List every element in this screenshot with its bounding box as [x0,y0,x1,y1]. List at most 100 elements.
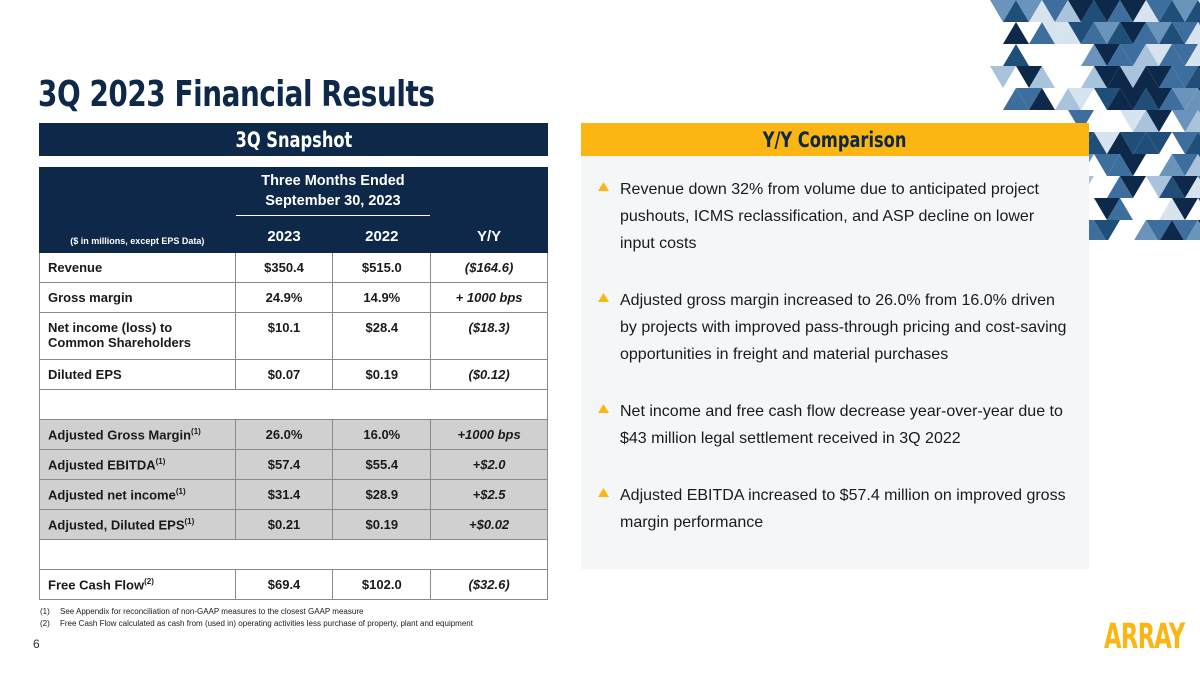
decorative-triangle [1055,22,1081,44]
page-title: 3Q 2023 Financial Results [38,74,435,115]
row-label: Net income (loss) to Common Shareholders [39,312,236,360]
decorative-triangle [1055,88,1081,110]
decorative-triangle [1172,0,1198,22]
decorative-triangle [1186,220,1200,240]
triangle-bullet-icon [598,482,620,497]
decorative-triangle [1081,44,1107,66]
decorative-triangle [1185,22,1200,44]
column-header-2023: 2023 [234,219,334,253]
decorative-triangle [1055,0,1081,22]
decorative-triangle [1120,132,1146,154]
row-value-2022: 14.9% [332,282,432,313]
decorative-triangle [1172,198,1198,220]
decorative-triangle [1133,22,1159,44]
spacer-row [39,389,548,420]
decorative-triangle [1172,22,1198,44]
decorative-triangle [1120,22,1146,44]
decorative-triangle [1042,0,1068,22]
row-value-yy: ($0.12) [430,359,548,390]
decorative-triangle [1068,88,1094,110]
decorative-triangle [1146,110,1172,132]
table-row: Adjusted Gross Margin(1) 26.0% 16.0% +10… [39,419,548,450]
row-label: Revenue [39,252,236,283]
table-row: Revenue $350.4 $515.0 ($164.6) [39,252,548,283]
row-value-2022: $28.4 [332,312,432,360]
footnotes: (1) See Appendix for reconciliation of no… [40,606,473,630]
table-row: Adjusted net income(1) $31.4 $28.9 +$2.5 [39,479,548,510]
decorative-triangle [1029,88,1055,110]
row-value-2023: $0.07 [234,359,334,390]
decorative-triangle [1185,66,1200,88]
row-value-2023: 26.0% [234,419,334,450]
decorative-triangle [1185,44,1200,66]
decorative-triangle [1185,88,1200,110]
decorative-triangle [990,66,1016,88]
units-note: ($ in millions, except EPS Data) [39,219,236,253]
decorative-triangle [1120,154,1146,176]
decorative-triangle [1133,132,1159,154]
decorative-triangle [1107,44,1133,66]
decorative-triangle [1029,22,1055,44]
comparison-header-label: Y/Y Comparison [763,127,907,152]
page-number: 6 [33,637,40,651]
period-label-line1: Three Months Ended [261,173,405,189]
row-value-2022: $102.0 [332,569,432,600]
row-label: Gross margin [39,282,236,313]
decorative-triangle [1120,88,1146,110]
decorative-triangle [1094,88,1120,110]
decorative-triangle [1120,176,1146,198]
decorative-triangle [1094,22,1120,44]
comparison-header: Y/Y Comparison [581,123,1089,156]
decorative-triangle [1094,44,1120,66]
list-item: Net income and free cash flow decrease y… [598,398,1071,452]
row-value-2022: $0.19 [332,359,432,390]
table-row: Diluted EPS $0.07 $0.19 ($0.12) [39,359,548,390]
footnote: (2) Free Cash Flow calculated as cash fro… [40,619,473,628]
decorative-triangle [1107,198,1133,220]
row-label: Adjusted net income(1) [39,479,236,510]
bullet-text: Revenue down 32% from volume due to anti… [620,181,1039,252]
decorative-triangle [1016,88,1042,110]
decorative-triangle [1172,220,1198,240]
row-value-2022: 16.0% [332,419,432,450]
row-value-yy: +$0.02 [430,509,548,540]
decorative-triangle [1094,220,1120,240]
decorative-triangle [1081,22,1107,44]
decorative-triangle [1159,66,1185,88]
row-value-yy: +$2.5 [430,479,548,510]
decorative-triangle [1159,22,1185,44]
decorative-triangle [1159,0,1185,22]
decorative-triangle [1107,22,1133,44]
table-row: Adjusted EBITDA(1) $57.4 $55.4 +$2.0 [39,449,548,480]
decorative-triangle [1172,176,1198,198]
row-value-2023: $31.4 [234,479,334,510]
row-value-yy: ($18.3) [430,312,548,360]
decorative-triangle [1081,0,1107,22]
row-value-2023: $350.4 [234,252,334,283]
decorative-triangle [990,0,1016,22]
decorative-triangle [1081,66,1107,88]
row-value-2022: $515.0 [332,252,432,283]
bullet-text: Adjusted gross margin increased to 26.0%… [620,292,1067,363]
list-item: Adjusted EBITDA increased to $57.4 milli… [598,482,1071,536]
decorative-triangle [1029,66,1055,88]
array-logo: ARRAY [1104,617,1185,657]
row-value-2023: $57.4 [234,449,334,480]
decorative-triangle [1107,88,1133,110]
table-row: Free Cash Flow(2) $69.4 $102.0 ($32.6) [39,569,548,600]
decorative-triangle [1146,88,1172,110]
decorative-triangle [1042,22,1068,44]
row-value-2022: $55.4 [332,449,432,480]
row-value-yy: ($164.6) [430,252,548,283]
decorative-triangle [1159,44,1185,66]
row-value-2023: $0.21 [234,509,334,540]
decorative-triangle [1172,44,1198,66]
decorative-triangle [1133,110,1159,132]
spacer-row [39,539,548,570]
decorative-triangle [1185,0,1200,22]
row-label: Diluted EPS [39,359,236,390]
decorative-triangle [1185,154,1200,176]
triangle-bullet-icon [598,176,620,191]
decorative-triangle [1107,176,1133,198]
decorative-triangle [1003,88,1029,110]
